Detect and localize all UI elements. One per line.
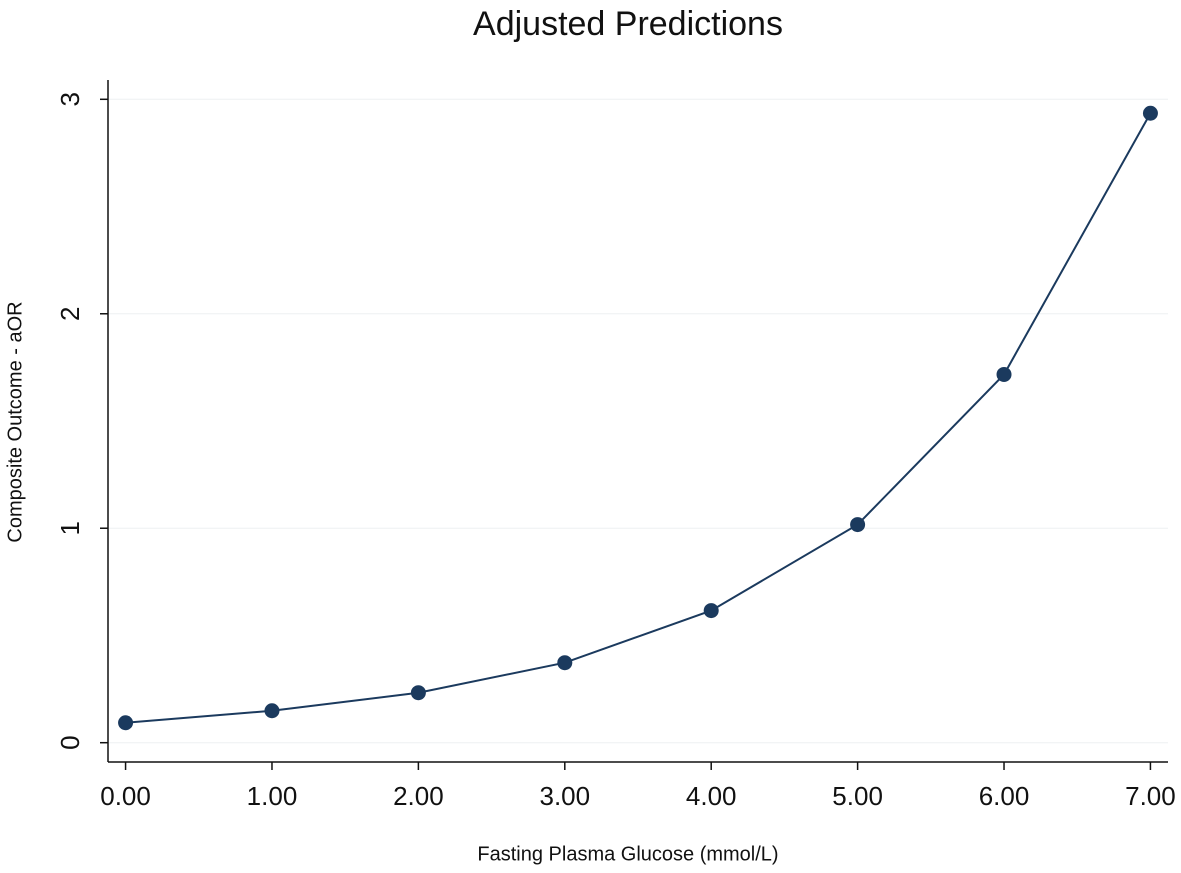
y-tick-label: 2 [55,307,85,321]
point [410,685,426,701]
point [118,715,134,731]
point [1142,105,1158,121]
x-tick-label: 6.00 [979,781,1030,811]
x-tick-label: 1.00 [247,781,298,811]
point [557,655,573,671]
x-tick-label: 4.00 [686,781,737,811]
x-tick-label: 5.00 [832,781,883,811]
x-tick-label: 7.00 [1125,781,1176,811]
chart-title: Adjusted Predictions [473,5,783,43]
point [850,517,866,533]
x-axis-label: Fasting Plasma Glucose (mmol/L) [477,843,778,865]
x-tick-label: 2.00 [393,781,444,811]
y-tick-label: 1 [55,521,85,535]
y-tick-label: 0 [55,735,85,749]
point [996,366,1012,382]
y-axis-label: Composite Outcome - aOR [4,301,26,542]
x-tick-label: 3.00 [539,781,590,811]
x-tick-label: 0.00 [100,781,151,811]
point [264,703,280,719]
line [125,112,1152,724]
point [703,603,719,619]
y-tick-label: 3 [55,92,85,106]
